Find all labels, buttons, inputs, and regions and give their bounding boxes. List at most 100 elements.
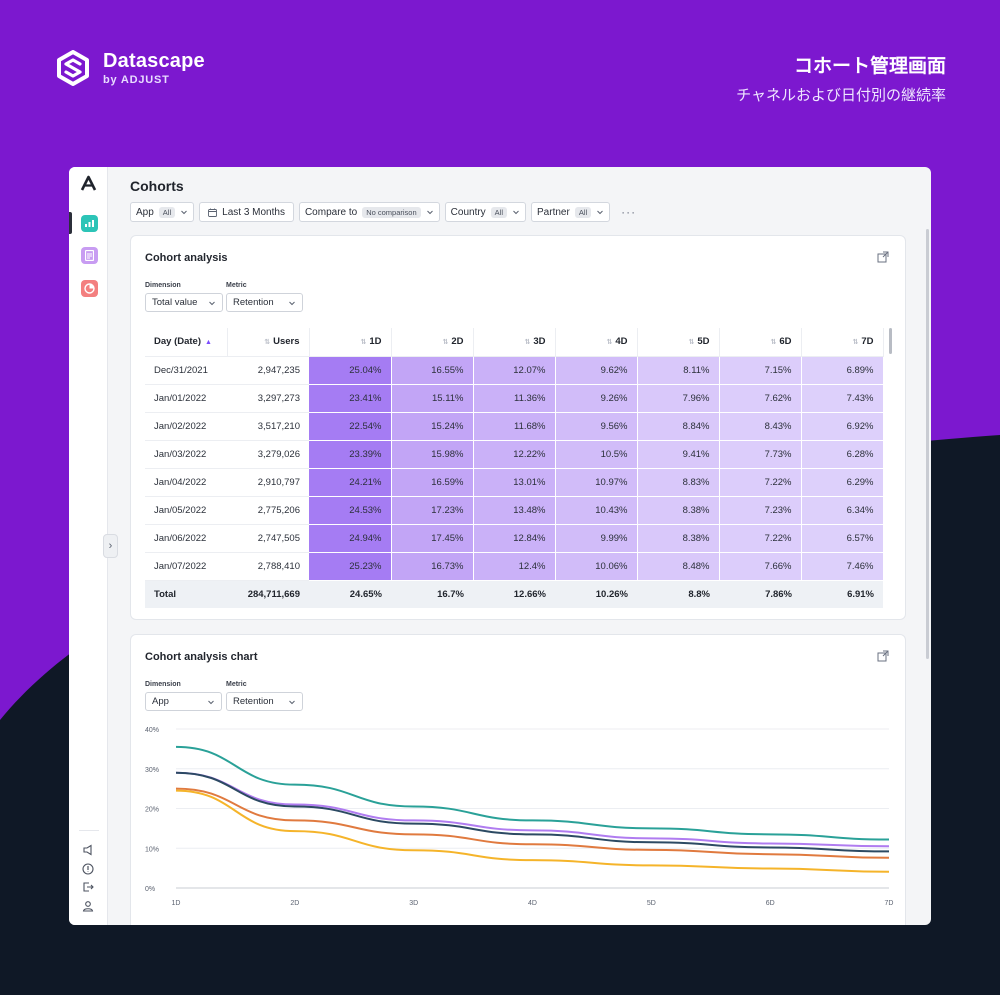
cohort-table: Day (Date) ▲ ⇅ Users ⇅ 1D ⇅ 2D ⇅ 3D ⇅ 4D ⇅ 5D ⇅ 6D ⇅ 7D D… xyxy=(145,328,884,608)
chart-metric-value: Retention xyxy=(233,696,274,707)
expand-sidebar-button[interactable]: › xyxy=(103,534,118,558)
y-tick-label: 0% xyxy=(145,886,155,893)
cell-retention-6d: 7.66% xyxy=(719,552,802,581)
filter-partner-label: Partner xyxy=(537,206,570,218)
page-title: Cohorts xyxy=(130,178,184,194)
series-line-2 xyxy=(175,771,890,848)
calendar-icon xyxy=(208,208,218,217)
chart-dimension-select[interactable]: App xyxy=(145,692,222,711)
cell-retention-1d: 23.39% xyxy=(309,440,392,469)
brand-by: by ADJUST xyxy=(103,74,170,86)
cell-date: Dec/31/2021 xyxy=(145,356,227,385)
cell-retention-4d: 10.5% xyxy=(555,440,638,469)
filter-country-pill: All xyxy=(490,206,508,218)
filter-country[interactable]: Country All xyxy=(444,202,527,222)
column-header-5d[interactable]: ⇅ 5D xyxy=(637,328,720,357)
filter-app-pill: All xyxy=(158,206,176,218)
adjust-logo-icon[interactable] xyxy=(80,175,97,192)
cell-retention-7d: 6.34% xyxy=(801,496,884,525)
export-icon[interactable] xyxy=(877,251,889,263)
total-cell: 284,711,669 xyxy=(227,580,309,608)
cell-retention-5d: 9.41% xyxy=(637,440,720,469)
announcements-icon[interactable] xyxy=(81,843,95,857)
dimension-select[interactable]: Total value xyxy=(145,293,223,312)
column-header-3d[interactable]: ⇅ 3D xyxy=(473,328,556,357)
cell-date: Jan/04/2022 xyxy=(145,468,227,497)
cell-retention-5d: 8.84% xyxy=(637,412,720,441)
cell-users: 3,279,026 xyxy=(227,440,309,469)
table-row: Jan/05/2022 2,775,206 24.53% 17.23% 13.48% 10… xyxy=(145,496,884,525)
table-row: Jan/02/2022 3,517,210 22.54% 15.24% 11.68% 9.… xyxy=(145,412,884,441)
metric-select[interactable]: Retention xyxy=(226,293,303,312)
metric-label: Metric xyxy=(226,282,247,289)
nav-rail xyxy=(69,167,108,925)
help-icon[interactable] xyxy=(81,862,95,876)
dashboard-app-icon[interactable] xyxy=(81,215,98,232)
cell-users: 2,910,797 xyxy=(227,468,309,497)
table-row: Jan/04/2022 2,910,797 24.21% 16.59% 13.01% 10… xyxy=(145,468,884,497)
x-tick-label: 5D xyxy=(647,900,656,907)
cell-retention-2d: 15.11% xyxy=(391,384,474,413)
filter-app[interactable]: App All xyxy=(130,202,195,222)
table-row: Jan/07/2022 2,788,410 25.23% 16.73% 12.4% 10.… xyxy=(145,552,884,581)
cell-retention-3d: 12.4% xyxy=(473,552,556,581)
cell-retention-7d: 6.57% xyxy=(801,524,884,553)
y-tick-label: 30% xyxy=(145,767,159,774)
table-row: Jan/01/2022 3,297,273 23.41% 15.11% 11.36% 9.… xyxy=(145,384,884,413)
chart-dimension-value: App xyxy=(152,696,169,707)
dimension-value: Total value xyxy=(152,297,198,308)
cell-retention-5d: 8.38% xyxy=(637,496,720,525)
headline-subtitle: チャネルおよび日付別の継続率 xyxy=(736,87,946,104)
chart-metric-select[interactable]: Retention xyxy=(226,692,303,711)
cell-retention-4d: 10.97% xyxy=(555,468,638,497)
total-cell: 12.66% xyxy=(473,580,555,608)
sort-ascending-icon: ▲ xyxy=(205,339,212,347)
cell-retention-3d: 11.36% xyxy=(473,384,556,413)
column-header-2d[interactable]: ⇅ 2D xyxy=(391,328,474,357)
reports-app-icon[interactable] xyxy=(81,247,98,264)
cell-retention-1d: 24.94% xyxy=(309,524,392,553)
column-header-1d[interactable]: ⇅ 1D xyxy=(309,328,392,357)
active-indicator xyxy=(69,212,72,234)
table-total-row: Total 284,711,669 24.65% 16.7% 12.66% 10.26% 8… xyxy=(145,580,883,608)
cell-retention-4d: 9.26% xyxy=(555,384,638,413)
chart-metric-label: Metric xyxy=(226,681,247,688)
filter-app-label: App xyxy=(136,206,154,218)
metric-value: Retention xyxy=(233,297,274,308)
column-header-7d[interactable]: ⇅ 7D xyxy=(801,328,884,357)
sort-icon: ⇅ xyxy=(852,339,859,347)
analytics-app-icon[interactable] xyxy=(81,280,98,297)
total-cell: 16.7% xyxy=(391,580,473,608)
chevron-down-icon xyxy=(426,210,433,215)
chevron-down-icon xyxy=(209,301,215,305)
logout-icon[interactable] xyxy=(81,880,95,894)
brand-name: Datascape xyxy=(103,50,205,72)
column-header-label: Day (Date) xyxy=(154,336,201,348)
column-header-users[interactable]: ⇅ Users xyxy=(227,328,310,357)
cell-retention-1d: 25.23% xyxy=(309,552,392,581)
cell-retention-2d: 17.45% xyxy=(391,524,474,553)
main-content: Cohorts App All Last 3 Months Compare to… xyxy=(108,167,931,925)
cell-retention-2d: 16.55% xyxy=(391,356,474,385)
sort-icon: ⇅ xyxy=(688,339,695,347)
column-header-day-date[interactable]: Day (Date) ▲ xyxy=(145,328,228,357)
export-icon[interactable] xyxy=(877,650,889,662)
column-header-6d[interactable]: ⇅ 6D xyxy=(719,328,802,357)
user-icon[interactable] xyxy=(81,899,95,913)
page-scrollbar[interactable] xyxy=(926,229,929,659)
chevron-down-icon xyxy=(597,210,604,215)
cell-retention-3d: 11.68% xyxy=(473,412,556,441)
filter-compare-label: Compare to xyxy=(304,206,358,218)
cell-retention-6d: 7.22% xyxy=(719,524,802,553)
table-scrollbar[interactable] xyxy=(889,328,892,354)
filter-date[interactable]: Last 3 Months xyxy=(199,202,294,222)
filter-compare[interactable]: Compare to No comparison xyxy=(298,202,440,222)
x-tick-label: 1D xyxy=(172,900,181,907)
column-header-4d[interactable]: ⇅ 4D xyxy=(555,328,638,357)
filter-partner[interactable]: Partner All xyxy=(531,202,611,222)
cell-date: Jan/01/2022 xyxy=(145,384,227,413)
table-row: Dec/31/2021 2,947,235 25.04% 16.55% 12.07% 9.… xyxy=(145,356,884,385)
sort-icon: ⇅ xyxy=(606,339,613,347)
more-filters-button[interactable]: ··· xyxy=(621,205,637,219)
cell-retention-6d: 7.22% xyxy=(719,468,802,497)
